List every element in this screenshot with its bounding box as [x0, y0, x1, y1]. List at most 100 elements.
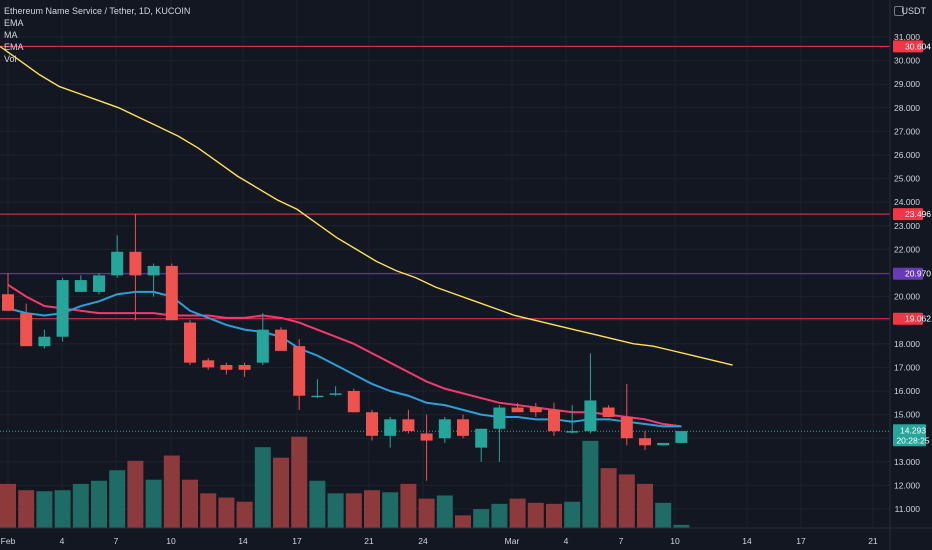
candle-body[interactable]: [202, 360, 215, 368]
volume-bar: [0, 483, 16, 528]
candle-body[interactable]: [529, 407, 542, 413]
candle-body[interactable]: [74, 280, 87, 292]
volume-bar: [54, 490, 71, 528]
candle-body[interactable]: [311, 395, 324, 398]
price-level-tag-label: 20.970: [905, 269, 931, 279]
volume-bar: [637, 483, 653, 528]
candle-body[interactable]: [111, 251, 124, 276]
volume-bar: [491, 503, 508, 528]
candle-body[interactable]: [366, 412, 378, 436]
candle-body[interactable]: [238, 365, 251, 370]
volume-bar: [218, 497, 235, 528]
indicator-ema-label[interactable]: EMA: [4, 18, 24, 28]
candle-body[interactable]: [402, 419, 415, 432]
candle-body[interactable]: [493, 407, 506, 429]
volume-bar: [509, 498, 526, 528]
time-tick-label: 10: [166, 536, 176, 546]
volume-bar: [18, 490, 35, 528]
ema-slow-line: [7, 283, 682, 428]
price-tick-label: 28.000: [894, 103, 920, 113]
price-tick-label: 23.000: [894, 221, 920, 231]
price-tick-label: 26.000: [894, 150, 920, 160]
chart-title: Ethereum Name Service / Tether, 1D, KUCO…: [4, 6, 191, 16]
candle-body[interactable]: [275, 329, 287, 351]
currency-toggle-icon[interactable]: [894, 6, 904, 16]
time-tick-label: 14: [238, 536, 248, 546]
time-tick-label: Mar: [505, 536, 520, 546]
price-level-tag-label: 19.062: [905, 314, 931, 324]
currency-label[interactable]: USDT: [901, 6, 927, 16]
indicator-ema2-label[interactable]: EMA: [4, 42, 24, 52]
time-tick-label: 17: [292, 536, 302, 546]
price-tick-label: 30.000: [894, 56, 920, 66]
volume-bar: [91, 480, 107, 528]
candle-body[interactable]: [438, 419, 451, 439]
last-price-tag: [893, 424, 926, 447]
candle-body[interactable]: [2, 294, 14, 311]
volume-bar: [673, 524, 690, 528]
last-price-label: 14.293: [900, 425, 926, 435]
price-tick-label: 13.000: [894, 457, 920, 467]
candle-body[interactable]: [165, 265, 178, 321]
price-tick-label: 16.000: [894, 386, 920, 396]
price-level-tag[interactable]: [893, 40, 923, 53]
candle-body[interactable]: [184, 322, 196, 363]
candle-body[interactable]: [657, 442, 670, 446]
volume-bar: [473, 509, 490, 528]
price-tick-label: 24.000: [894, 197, 920, 207]
volume-bar: [345, 493, 362, 528]
volume-bar: [564, 501, 581, 528]
time-tick-label: Feb: [1, 536, 16, 546]
candle-body[interactable]: [511, 407, 524, 413]
price-tick-label: 20.000: [894, 292, 920, 302]
candle-body[interactable]: [329, 393, 342, 395]
price-tick-label: 27.000: [894, 126, 920, 136]
volume-bar: [364, 490, 380, 528]
candle-body[interactable]: [147, 265, 160, 276]
time-tick-label: 14: [742, 536, 752, 546]
volume-bar: [436, 495, 453, 528]
candle-body[interactable]: [566, 431, 579, 433]
time-tick-label: 21: [364, 536, 374, 546]
candle-body[interactable]: [256, 329, 269, 363]
volume-bar: [72, 483, 89, 528]
candle-body[interactable]: [56, 280, 69, 337]
candle-body[interactable]: [93, 275, 105, 292]
candle-body[interactable]: [220, 365, 233, 370]
candle-body[interactable]: [420, 433, 433, 441]
volume-bar: [327, 493, 344, 528]
candle-body[interactable]: [620, 416, 633, 439]
candle-body[interactable]: [602, 407, 615, 417]
candle-body[interactable]: [20, 313, 33, 347]
volume-bar: [273, 457, 289, 528]
volume-bar: [127, 460, 144, 528]
price-tick-label: 29.000: [894, 79, 920, 89]
candle-body[interactable]: [457, 419, 469, 436]
candle-body[interactable]: [639, 438, 651, 446]
candle-body[interactable]: [347, 391, 360, 413]
candle-body[interactable]: [384, 419, 397, 436]
candle-body[interactable]: [129, 251, 142, 276]
price-level-tag[interactable]: [893, 208, 923, 221]
volume-bar: [236, 501, 253, 528]
candle-body[interactable]: [293, 346, 306, 396]
time-tick-label: 17: [796, 536, 806, 546]
volume-bar: [182, 479, 198, 528]
price-level-tag[interactable]: [893, 267, 923, 280]
volume-bar: [109, 470, 126, 528]
time-tick-label: 4: [564, 536, 569, 546]
candle-body[interactable]: [675, 431, 688, 443]
indicator-vol-label[interactable]: Vol: [4, 54, 17, 64]
price-tick-label: 18.000: [894, 339, 920, 349]
candle-body[interactable]: [584, 400, 597, 432]
volume-bar: [455, 515, 471, 528]
candle-body[interactable]: [38, 336, 51, 347]
candle-body[interactable]: [548, 409, 560, 432]
candle-body[interactable]: [475, 428, 488, 448]
indicator-ma-label[interactable]: MA: [4, 30, 18, 40]
volume-bar: [254, 447, 271, 528]
price-tick-label: 17.000: [894, 362, 920, 372]
volume-bar: [291, 436, 308, 528]
price-level-tag[interactable]: [893, 312, 923, 325]
